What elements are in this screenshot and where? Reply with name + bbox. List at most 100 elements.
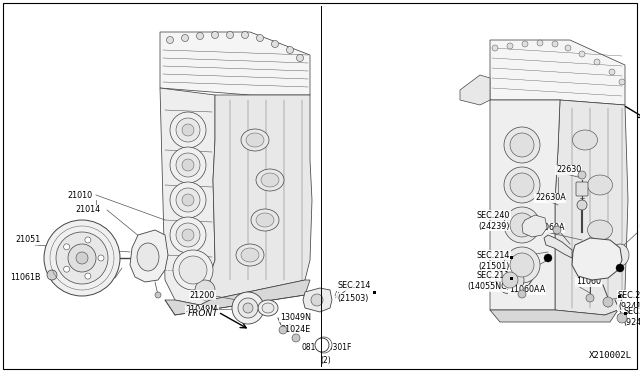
Text: X210002L: X210002L — [589, 351, 632, 360]
Text: B: B — [318, 343, 322, 347]
Circle shape — [173, 250, 213, 290]
Text: (92410): (92410) — [618, 301, 640, 311]
Polygon shape — [165, 280, 310, 315]
Circle shape — [170, 182, 206, 218]
Ellipse shape — [236, 244, 264, 266]
Circle shape — [243, 303, 253, 313]
Circle shape — [155, 292, 161, 298]
Circle shape — [56, 232, 108, 284]
Bar — [618, 295, 621, 298]
Polygon shape — [490, 310, 618, 322]
Circle shape — [196, 32, 204, 39]
Bar — [509, 276, 513, 279]
Circle shape — [176, 118, 200, 142]
Text: 11060: 11060 — [576, 278, 601, 286]
Circle shape — [619, 79, 625, 85]
Circle shape — [577, 200, 587, 210]
Circle shape — [76, 252, 88, 264]
Ellipse shape — [262, 303, 274, 313]
Circle shape — [522, 41, 528, 47]
Bar — [623, 311, 627, 314]
Circle shape — [537, 40, 543, 46]
Ellipse shape — [241, 129, 269, 151]
Text: 21049M: 21049M — [186, 305, 218, 314]
Circle shape — [504, 247, 540, 283]
Circle shape — [492, 45, 498, 51]
Text: SEC.278: SEC.278 — [618, 291, 640, 299]
Text: SEC.240: SEC.240 — [477, 211, 510, 219]
Ellipse shape — [256, 213, 274, 227]
Polygon shape — [160, 88, 215, 305]
Polygon shape — [160, 32, 310, 95]
Circle shape — [617, 313, 627, 323]
Circle shape — [176, 188, 200, 212]
Circle shape — [170, 147, 206, 183]
Circle shape — [257, 35, 264, 42]
Circle shape — [182, 124, 194, 136]
Ellipse shape — [241, 248, 259, 262]
Circle shape — [182, 229, 194, 241]
Circle shape — [170, 217, 206, 253]
Text: (2): (2) — [320, 356, 331, 365]
Text: (21501): (21501) — [479, 262, 510, 270]
Circle shape — [287, 46, 294, 54]
Circle shape — [609, 69, 615, 75]
FancyBboxPatch shape — [576, 182, 588, 196]
Circle shape — [182, 35, 189, 42]
Circle shape — [68, 244, 96, 272]
Text: (21503): (21503) — [337, 294, 369, 302]
Ellipse shape — [579, 262, 605, 282]
Circle shape — [616, 264, 624, 272]
Circle shape — [315, 338, 329, 352]
Circle shape — [579, 51, 585, 57]
Circle shape — [182, 194, 194, 206]
Polygon shape — [522, 215, 547, 237]
Circle shape — [311, 294, 323, 306]
Ellipse shape — [611, 244, 629, 266]
Text: (14055NC): (14055NC) — [467, 282, 510, 292]
Ellipse shape — [258, 300, 278, 316]
Circle shape — [279, 326, 287, 334]
Text: FRONT: FRONT — [188, 310, 219, 318]
Circle shape — [63, 266, 70, 272]
Circle shape — [85, 273, 91, 279]
Circle shape — [316, 337, 332, 353]
Polygon shape — [572, 238, 622, 280]
Circle shape — [179, 256, 207, 284]
Polygon shape — [544, 235, 572, 258]
Circle shape — [176, 153, 200, 177]
Text: (24239): (24239) — [479, 221, 510, 231]
Circle shape — [510, 173, 534, 197]
Circle shape — [176, 223, 200, 247]
Circle shape — [510, 213, 534, 237]
Text: 21200: 21200 — [189, 291, 215, 299]
Text: 21014: 21014 — [75, 205, 100, 215]
Circle shape — [544, 254, 552, 262]
Text: 08158-8301F: 08158-8301F — [302, 343, 353, 353]
Circle shape — [271, 41, 278, 48]
Text: 13049N: 13049N — [280, 312, 311, 321]
Circle shape — [504, 207, 540, 243]
Circle shape — [594, 59, 600, 65]
Circle shape — [553, 226, 561, 234]
Circle shape — [586, 294, 594, 302]
Bar — [509, 256, 513, 259]
Ellipse shape — [588, 220, 612, 240]
Circle shape — [241, 32, 248, 38]
Text: 11062: 11062 — [638, 225, 640, 234]
Text: 22630A: 22630A — [535, 193, 566, 202]
Circle shape — [504, 127, 540, 163]
Ellipse shape — [137, 243, 159, 271]
Text: SEC.214: SEC.214 — [337, 282, 371, 291]
Polygon shape — [490, 100, 560, 310]
Circle shape — [510, 253, 534, 277]
Circle shape — [296, 55, 303, 61]
Circle shape — [504, 167, 540, 203]
Circle shape — [44, 220, 120, 296]
Circle shape — [195, 280, 215, 300]
Circle shape — [170, 112, 206, 148]
Text: 21010A: 21010A — [65, 276, 95, 285]
Polygon shape — [303, 288, 332, 312]
Text: 11060AA: 11060AA — [509, 285, 545, 295]
Circle shape — [565, 45, 571, 51]
